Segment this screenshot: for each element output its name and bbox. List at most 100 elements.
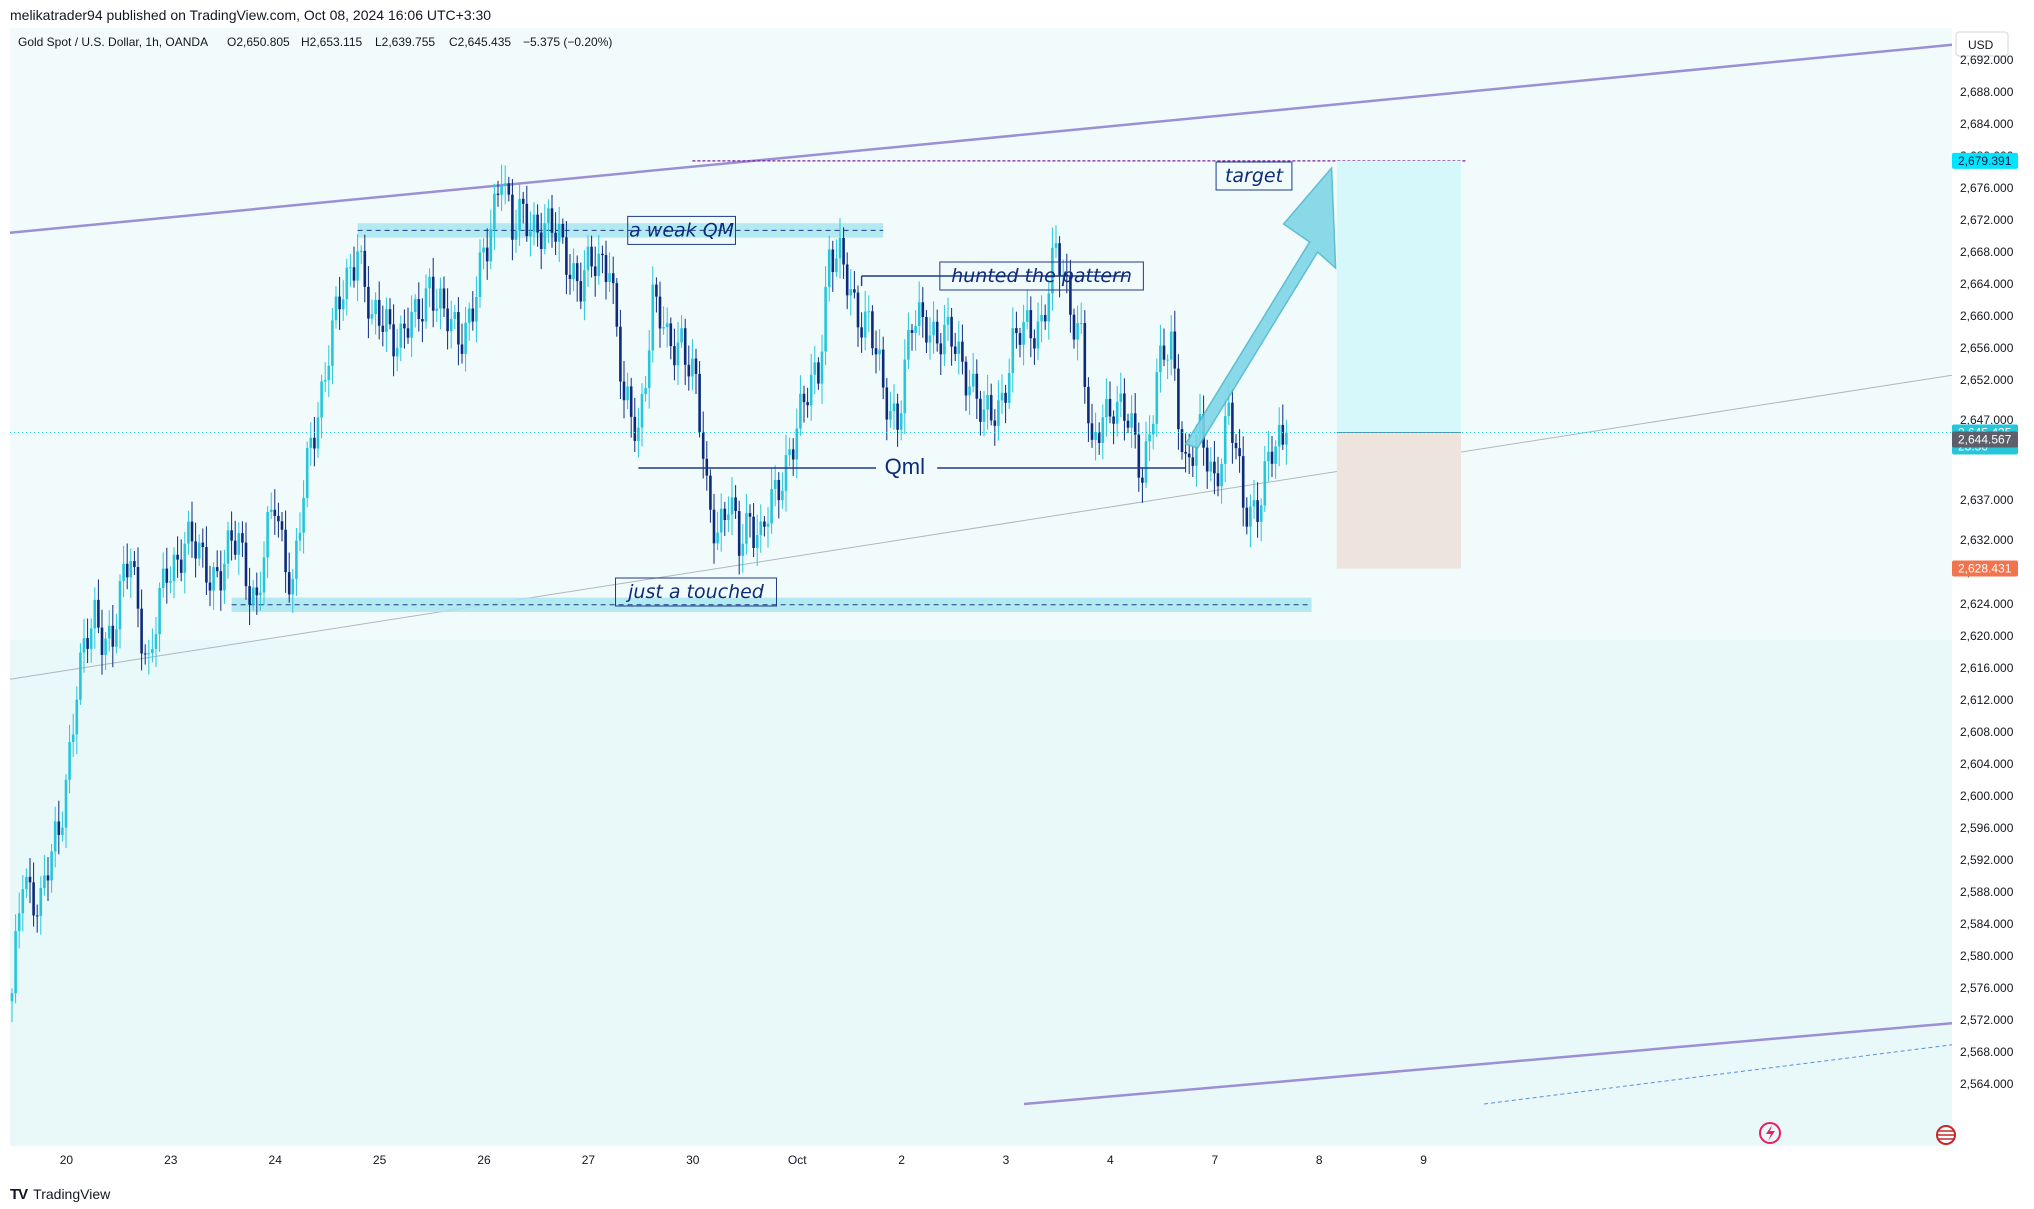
candle-body <box>165 568 169 583</box>
candle-body <box>140 608 143 654</box>
candle-body <box>14 931 17 994</box>
candle-body <box>1277 425 1281 447</box>
candle-body <box>629 386 633 417</box>
candle-body <box>1166 359 1169 361</box>
candle-body <box>683 328 687 365</box>
candle-body <box>1249 506 1252 527</box>
candle-body <box>485 247 489 262</box>
candle-body <box>806 402 809 406</box>
candle-body <box>748 513 752 517</box>
candle-body <box>1259 505 1263 522</box>
candle-body <box>338 296 341 310</box>
candle-body <box>557 223 561 242</box>
candle-body <box>788 449 791 456</box>
candle-body <box>100 627 104 655</box>
candle-body <box>1231 402 1234 443</box>
candle-body <box>313 437 316 449</box>
x-tick-label: 9 <box>1420 1153 1427 1167</box>
candle-body <box>1256 500 1259 522</box>
candle-body <box>1169 331 1173 360</box>
lower-shade <box>10 640 1952 1146</box>
lightning-bolt-icon <box>1766 1125 1775 1141</box>
candle-body <box>1065 274 1069 276</box>
candle-body <box>572 263 575 279</box>
price-axis[interactable]: USD 2,692.0002,688.0002,684.0002,680.000… <box>1952 28 2034 1146</box>
x-tick-label: 25 <box>373 1153 387 1167</box>
candle-body <box>547 208 550 224</box>
candle-body <box>1241 456 1245 508</box>
candle-body <box>593 266 597 276</box>
candle-body <box>759 521 763 536</box>
price-label-box <box>1952 431 2018 448</box>
candle-body <box>889 411 892 420</box>
candle-body <box>1195 436 1198 466</box>
candle-body <box>176 554 179 560</box>
candle-body <box>21 889 25 914</box>
candle-body <box>1123 393 1126 421</box>
candle-body <box>287 572 291 595</box>
candle-body <box>511 194 514 240</box>
time-axis[interactable]: 20 23 24 25 26 27 30 Oct 2 3 4 7 8 9 <box>10 1146 1952 1172</box>
candle-body <box>467 308 471 323</box>
candle-body <box>1043 315 1047 322</box>
candle-body <box>284 529 287 573</box>
x-tick-label: 24 <box>269 1153 283 1167</box>
y-tick-label: 2,637.000 <box>1960 493 2014 507</box>
candle-body <box>986 395 989 410</box>
candle-body <box>1162 345 1166 360</box>
candle-body <box>1097 431 1101 444</box>
y-tick-label: 2,688.000 <box>1960 85 2014 99</box>
chart-header: melikatrader94 published on TradingView.… <box>10 4 491 26</box>
candle-body <box>327 365 331 381</box>
candle-body <box>17 913 21 932</box>
annotation-box <box>615 577 777 607</box>
candle-body <box>424 288 428 322</box>
candle-body <box>770 488 773 524</box>
candle-body <box>212 567 215 591</box>
candle-body <box>1119 393 1123 402</box>
candle-body <box>194 541 197 559</box>
y-tick-label: 2,692.000 <box>1960 53 2014 67</box>
candle-body <box>302 497 305 533</box>
candle-body <box>615 283 619 327</box>
candle-body <box>266 511 269 558</box>
candle-body <box>597 253 601 276</box>
candle-body <box>662 327 665 329</box>
candle-body <box>1245 507 1249 527</box>
candle-body <box>219 571 223 591</box>
currency-box[interactable] <box>1955 31 2009 57</box>
candle-body <box>28 876 32 883</box>
candle-body <box>1000 392 1004 401</box>
candle-body <box>262 557 266 593</box>
y-tick-label: 2,564.000 <box>1960 1077 2014 1091</box>
candle-body <box>619 326 622 382</box>
candle-body <box>273 509 277 516</box>
x-tick-label: 27 <box>582 1153 596 1167</box>
candle-body <box>521 198 525 204</box>
candle-body <box>367 286 370 319</box>
candle-body <box>968 386 971 396</box>
candle-body <box>655 284 658 297</box>
candle-body <box>1274 446 1277 464</box>
price-label-text: 2,644.567 <box>1958 432 2012 446</box>
price-label-box <box>1952 560 2018 577</box>
candle-body <box>611 273 615 284</box>
candle-body <box>417 299 421 320</box>
lightning-icon[interactable] <box>1759 1122 1781 1144</box>
candle-body <box>957 341 961 354</box>
candle-body <box>1173 331 1177 369</box>
tradingview-logo-icon[interactable]: TV <box>10 1186 28 1203</box>
candle-body <box>975 373 979 399</box>
lines-layer <box>10 166 1952 469</box>
candle-body <box>518 198 521 231</box>
candle-body <box>395 347 399 357</box>
candle-body <box>115 629 118 647</box>
candle-body <box>950 316 953 347</box>
y-tick-label: 2,600.000 <box>1960 789 2014 803</box>
candle-body <box>1105 398 1108 418</box>
candle-body <box>244 542 248 587</box>
candle-body <box>478 252 482 297</box>
candle-body <box>561 223 565 238</box>
candle-body <box>734 497 737 512</box>
